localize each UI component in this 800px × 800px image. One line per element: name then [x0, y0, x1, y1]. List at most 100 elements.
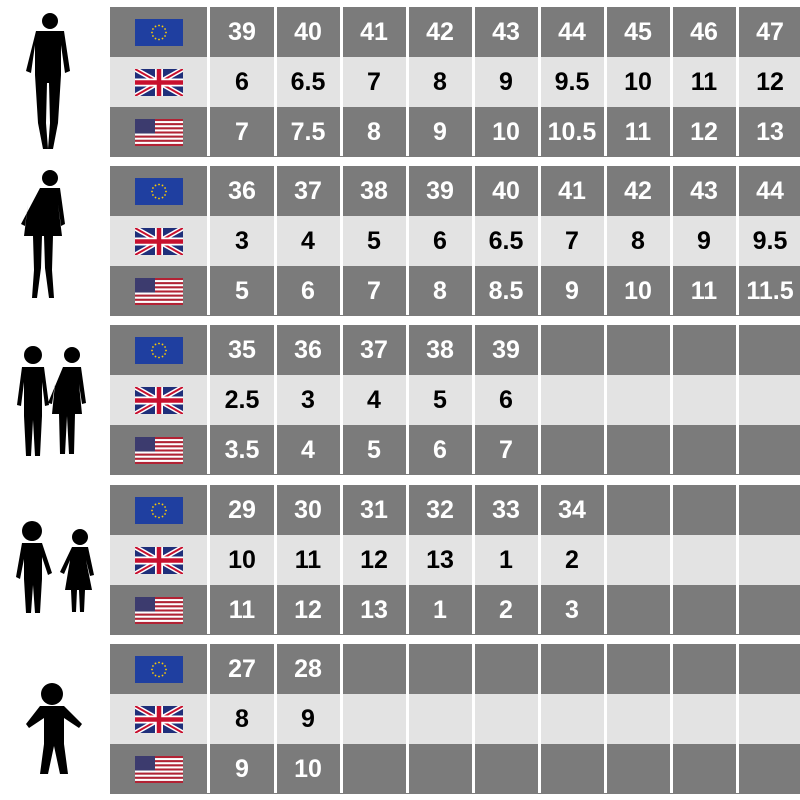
- size-cell: 1: [433, 595, 447, 624]
- size-cell: 27: [228, 654, 256, 683]
- size-cell: [408, 744, 472, 794]
- size-cell: 8: [631, 226, 645, 255]
- size-cell: [672, 535, 736, 585]
- size-cell: 44: [558, 17, 586, 46]
- size-cell: [408, 644, 472, 694]
- size-cell: 11: [294, 545, 322, 574]
- column-divider: [406, 166, 409, 315]
- size-cell: 11: [690, 67, 718, 96]
- column-divider: [340, 7, 343, 156]
- size-cell: 39: [492, 335, 520, 364]
- size-cell: 13: [756, 117, 784, 146]
- size-cell: 10: [624, 276, 652, 305]
- us-flag-icon: [110, 585, 207, 635]
- size-cell: 42: [426, 17, 454, 46]
- size-cell: 4: [367, 385, 381, 414]
- size-cell: 11: [690, 276, 718, 305]
- size-cell: [672, 485, 736, 535]
- size-cell: [474, 644, 538, 694]
- size-cell: 2.5: [224, 385, 260, 414]
- size-cell: 37: [360, 335, 388, 364]
- column-divider: [538, 325, 541, 474]
- column-divider: [538, 7, 541, 156]
- size-cell: 2: [565, 545, 579, 574]
- column-divider: [207, 644, 210, 793]
- size-cell: 33: [492, 495, 520, 524]
- size-cell: 10: [624, 67, 652, 96]
- size-cell: [738, 694, 800, 744]
- size-cell: [738, 425, 800, 475]
- size-cell: 4: [301, 226, 315, 255]
- size-cell: 38: [426, 335, 454, 364]
- size-row-eu: 29 30 31 32 33 34: [110, 485, 800, 535]
- size-cell: 8.5: [488, 276, 524, 305]
- size-cell: 28: [294, 654, 322, 683]
- size-cell: 10: [492, 117, 520, 146]
- size-row-uk: 10 11 12 13 1 2: [110, 535, 800, 585]
- column-divider: [670, 644, 673, 793]
- column-divider: [670, 325, 673, 474]
- size-cell: [672, 425, 736, 475]
- size-cell: 43: [690, 176, 718, 205]
- column-divider: [274, 644, 277, 793]
- size-cell: 7: [565, 226, 579, 255]
- size-cell: 8: [433, 67, 447, 96]
- size-cell: 13: [360, 595, 388, 624]
- size-row-eu: 39 40 41 42 43 44 45 46 47: [110, 7, 800, 57]
- size-cell: 46: [690, 17, 718, 46]
- size-cell: [540, 694, 604, 744]
- size-row-eu: 27 28: [110, 644, 800, 694]
- size-cell: 9: [301, 704, 315, 733]
- size-cell: [738, 535, 800, 585]
- size-cell: 6: [235, 67, 249, 96]
- size-cell: 8: [235, 704, 249, 733]
- size-cell: 7: [367, 276, 381, 305]
- column-divider: [604, 325, 607, 474]
- size-cell: 11: [624, 117, 652, 146]
- size-cell: [606, 325, 670, 375]
- size-cell: 40: [294, 17, 322, 46]
- column-divider: [538, 485, 541, 634]
- size-cell: 32: [426, 495, 454, 524]
- size-cell: 5: [235, 276, 249, 305]
- size-cell: 36: [228, 176, 256, 205]
- size-cell: 3.5: [224, 435, 260, 464]
- size-cell: 9.5: [752, 226, 788, 255]
- size-cell: 29: [228, 495, 256, 524]
- size-cell: [738, 585, 800, 635]
- size-group: 36 37 38 39 40 41 42 43 44 3 4 5 6 6.5 7 8 9 9.5 5 6 7 8 8.5 9 1…: [0, 166, 800, 316]
- uk-flag-icon: [110, 535, 207, 585]
- size-cell: 6.5: [290, 67, 326, 96]
- size-cell: [342, 644, 406, 694]
- column-divider: [472, 7, 475, 156]
- woman-silhouette-icon: [21, 170, 65, 298]
- size-cell: [606, 744, 670, 794]
- size-cell: [540, 375, 604, 425]
- size-cell: [474, 694, 538, 744]
- eu-flag-icon: [110, 485, 207, 535]
- size-cell: [606, 535, 670, 585]
- size-cell: 35: [228, 335, 256, 364]
- size-cell: [540, 744, 604, 794]
- size-cell: 39: [228, 17, 256, 46]
- size-cell: 3: [301, 385, 315, 414]
- size-cell: [606, 585, 670, 635]
- size-row-uk: 2.5 3 4 5 6: [110, 375, 800, 425]
- size-cell: [606, 644, 670, 694]
- size-cell: [540, 425, 604, 475]
- column-divider: [670, 166, 673, 315]
- column-divider: [472, 166, 475, 315]
- size-cell: [738, 325, 800, 375]
- eu-flag-icon: [110, 7, 207, 57]
- uk-flag-icon: [110, 694, 207, 744]
- size-cell: [738, 744, 800, 794]
- size-cell: 3: [565, 595, 579, 624]
- size-cell: 9: [565, 276, 579, 305]
- size-cell: 31: [360, 495, 388, 524]
- us-flag-icon: [110, 266, 207, 316]
- column-divider: [736, 325, 739, 474]
- size-cell: 12: [294, 595, 322, 624]
- column-divider: [274, 485, 277, 634]
- size-cell: 45: [624, 17, 652, 46]
